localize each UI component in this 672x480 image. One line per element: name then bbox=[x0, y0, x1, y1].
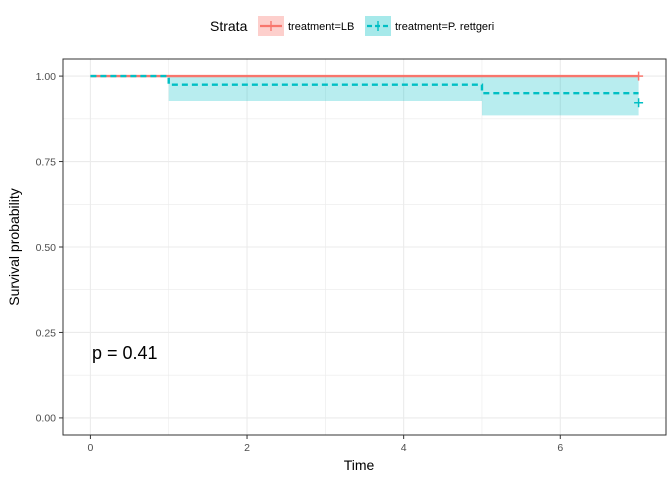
legend-item-1: treatment=LB bbox=[258, 16, 354, 36]
p-value-annotation: p = 0.41 bbox=[92, 343, 158, 363]
legend-label-2: treatment=P. rettgeri bbox=[395, 21, 494, 33]
ci-ribbon-2 bbox=[90, 76, 639, 116]
legend-items: treatment=LB treatment=P. rettgeri bbox=[258, 16, 494, 36]
y-axis-title: Survival probability bbox=[6, 188, 22, 306]
survival-line-2 bbox=[90, 74, 639, 95]
censor-mark-2 bbox=[634, 98, 644, 108]
y-tick-label: 1.00 bbox=[36, 71, 57, 83]
y-tick-label: 0.25 bbox=[36, 327, 57, 339]
x-tick-label: 0 bbox=[87, 442, 93, 454]
x-tick-label: 4 bbox=[401, 442, 407, 454]
y-tick-label: 0.00 bbox=[36, 413, 57, 425]
censor-mark-1 bbox=[634, 71, 644, 81]
x-axis-title: Time bbox=[344, 457, 375, 473]
censor-marks bbox=[634, 71, 644, 108]
y-axis: 0.00 0.25 0.50 0.75 1.00 bbox=[36, 71, 63, 425]
x-axis: 0 2 4 6 bbox=[87, 435, 563, 454]
x-tick-label: 2 bbox=[244, 442, 250, 454]
y-tick-label: 0.50 bbox=[36, 242, 57, 254]
legend-item-2: treatment=P. rettgeri bbox=[365, 16, 494, 36]
confidence-ribbons bbox=[90, 76, 639, 116]
y-tick-label: 0.75 bbox=[36, 156, 57, 168]
x-tick-label: 6 bbox=[557, 442, 563, 454]
legend: Strata treatment=LB treatment=P. rettgeri bbox=[210, 16, 494, 36]
survival-lines bbox=[90, 74, 639, 95]
legend-label-1: treatment=LB bbox=[288, 21, 354, 33]
legend-title: Strata bbox=[210, 18, 248, 34]
